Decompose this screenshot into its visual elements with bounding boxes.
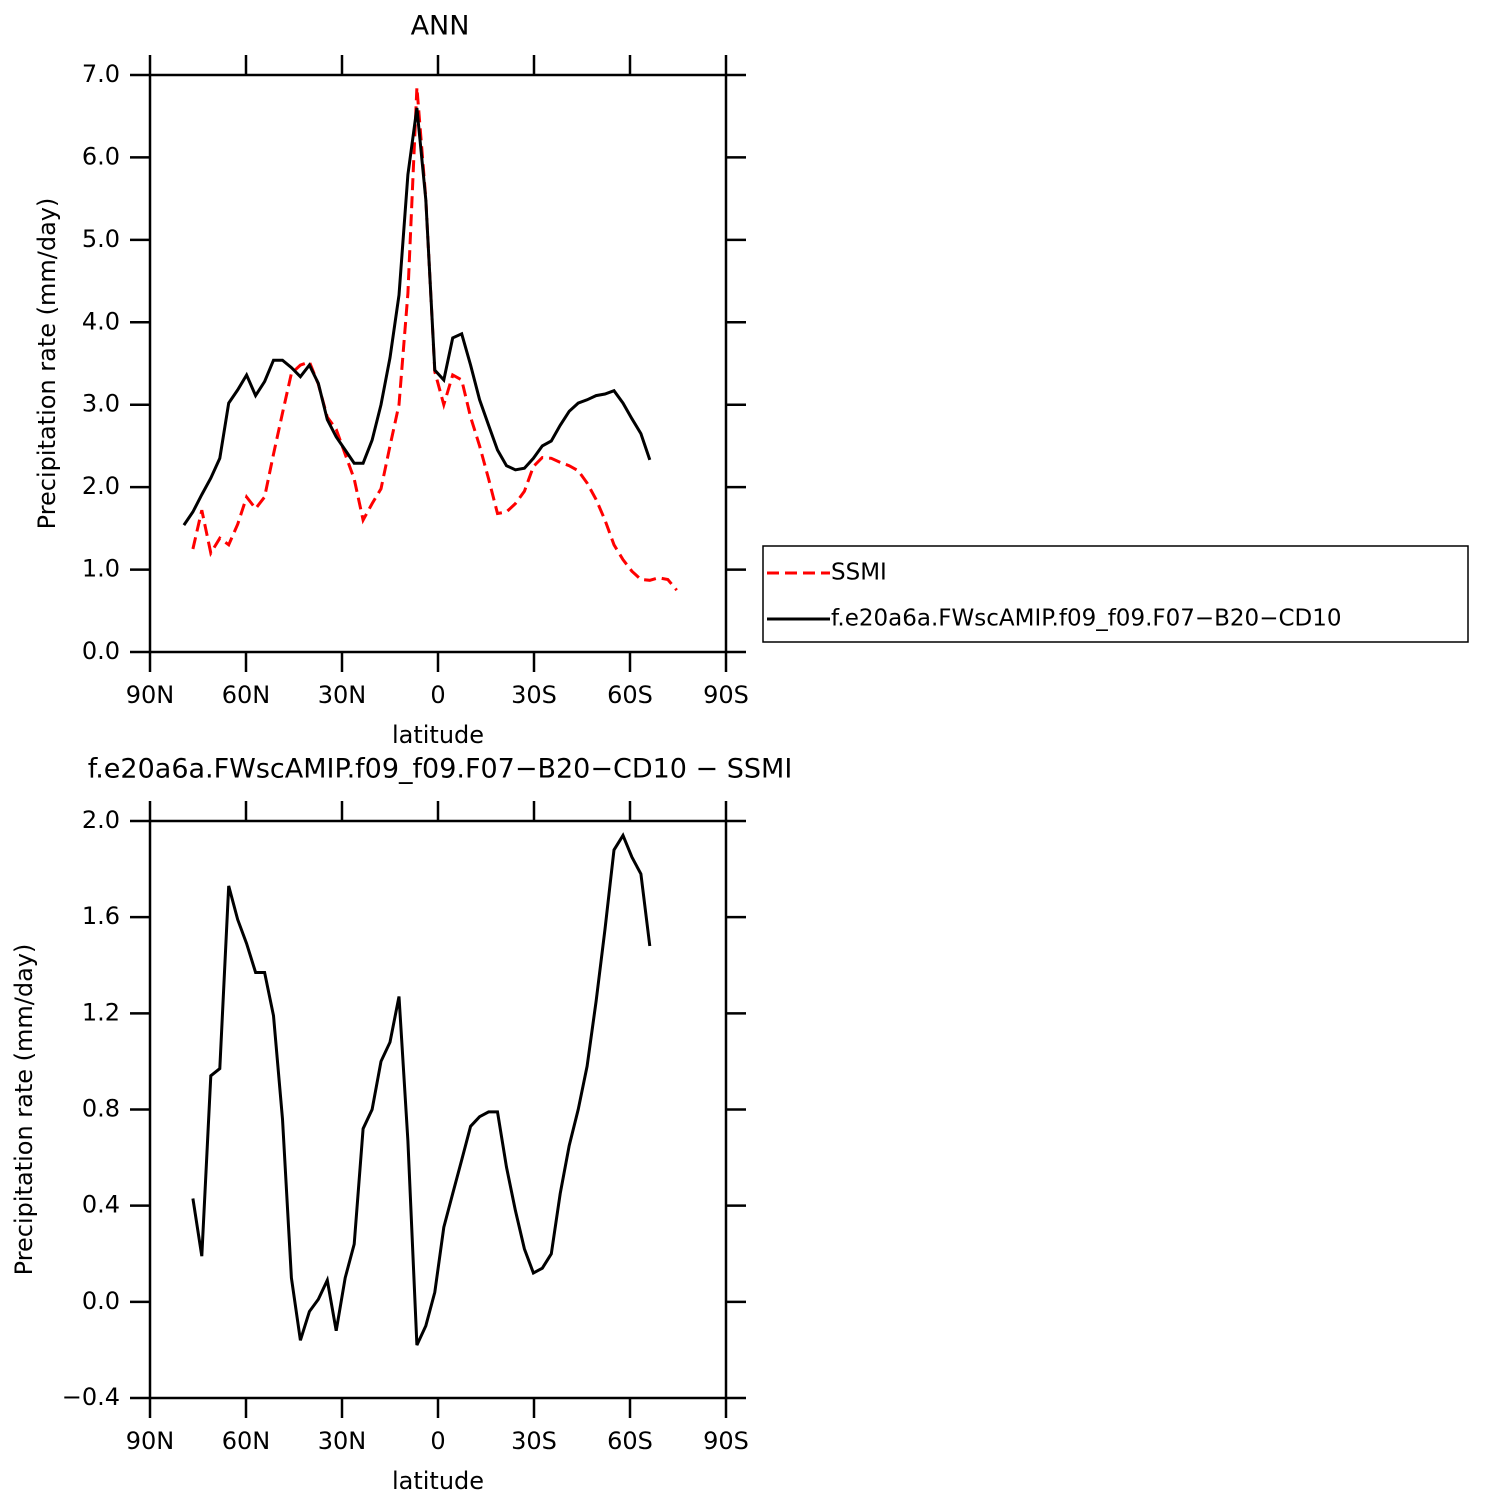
y-tick-label: 3.0 xyxy=(82,390,120,418)
y-tick-label: 0.8 xyxy=(82,1095,120,1123)
x-tick-label: 30S xyxy=(511,681,557,709)
x-tick-label: 60S xyxy=(607,1427,653,1455)
plot-frame xyxy=(148,819,728,1400)
y-tick-label: 0.4 xyxy=(82,1191,120,1219)
y-tick-label: 4.0 xyxy=(82,307,120,335)
x-tick-label: 90N xyxy=(126,1427,175,1455)
y-tick-label: 0.0 xyxy=(82,1287,120,1315)
legend-label: SSMI xyxy=(831,560,887,586)
y-tick-label: 2.0 xyxy=(82,806,120,834)
x-tick-label: 0 xyxy=(430,681,445,709)
y-axis-label: Precipitation rate (mm/day) xyxy=(33,198,61,530)
data-line xyxy=(182,107,652,526)
x-tick-label: 0 xyxy=(430,1427,445,1455)
y-tick-label: 1.0 xyxy=(82,555,120,583)
x-tick-label: 90S xyxy=(703,681,749,709)
x-tick-label: 30N xyxy=(318,1427,367,1455)
chart-title: f.e20a6a.FWscAMIP.f09_f09.F07−B20−CD10 −… xyxy=(88,754,793,785)
data-line xyxy=(191,87,678,592)
x-tick-label: 90N xyxy=(126,681,175,709)
x-tick-label: 90S xyxy=(703,1427,749,1455)
x-axis-label: latitude xyxy=(392,721,484,749)
x-tick-label: 30S xyxy=(511,1427,557,1455)
y-tick-label: 7.0 xyxy=(82,60,120,88)
data-line xyxy=(191,832,652,1346)
y-axis-label: Precipitation rate (mm/day) xyxy=(10,944,38,1276)
x-tick-label: 60N xyxy=(222,681,271,709)
plot-frame xyxy=(148,73,728,654)
x-tick-label: 60N xyxy=(222,1427,271,1455)
chart-title: ANN xyxy=(411,11,470,42)
x-tick-label: 30N xyxy=(318,681,367,709)
y-tick-label: 0.0 xyxy=(82,637,120,665)
y-tick-label: 6.0 xyxy=(82,142,120,170)
x-axis-label: latitude xyxy=(392,1467,484,1495)
x-tick-label: 60S xyxy=(607,681,653,709)
legend-label: f.e20a6a.FWscAMIP.f09_f09.F07−B20−CD10 xyxy=(831,606,1342,632)
y-tick-label: 5.0 xyxy=(82,225,120,253)
y-tick-label: 2.0 xyxy=(82,472,120,500)
legend-box xyxy=(762,545,1469,643)
y-tick-label: −0.4 xyxy=(62,1383,120,1411)
y-tick-label: 1.2 xyxy=(82,998,120,1026)
y-tick-label: 1.6 xyxy=(82,902,120,930)
